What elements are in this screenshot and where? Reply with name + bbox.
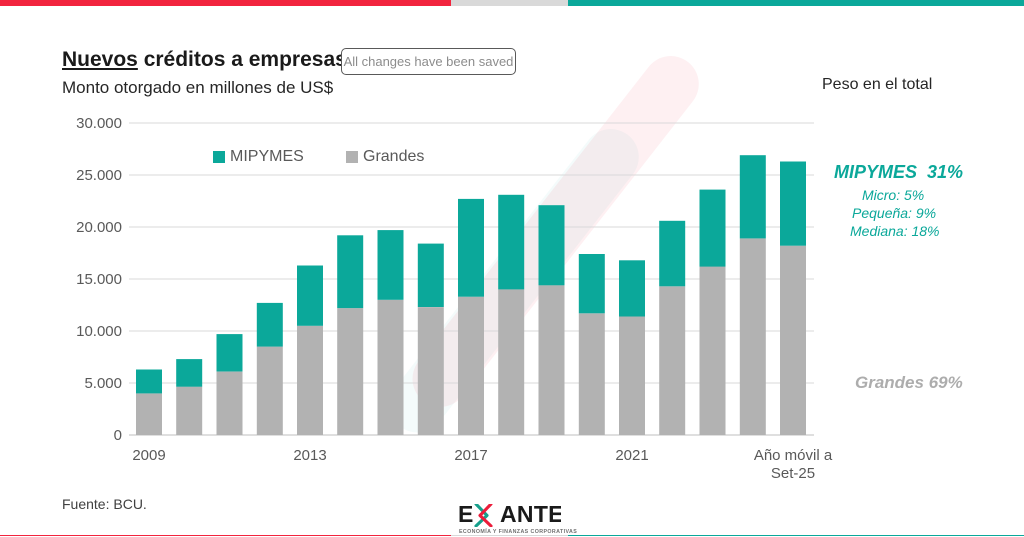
- svg-text:15.000: 15.000: [76, 271, 122, 288]
- svg-text:2013: 2013: [293, 447, 326, 464]
- svg-text:10.000: 10.000: [76, 323, 122, 340]
- svg-text:0: 0: [114, 427, 122, 444]
- svg-text:MIPYMES: MIPYMES: [230, 148, 304, 165]
- svg-text:2017: 2017: [454, 447, 487, 464]
- svg-text:2009: 2009: [132, 447, 165, 464]
- svg-text:25.000: 25.000: [76, 167, 122, 184]
- svg-text:2021: 2021: [615, 447, 648, 464]
- svg-text:Año móvil a: Año móvil a: [754, 447, 833, 464]
- svg-text:20.000: 20.000: [76, 219, 122, 236]
- svg-text:Set-25: Set-25: [771, 465, 815, 482]
- svg-text:5.000: 5.000: [84, 375, 122, 392]
- svg-text:Grandes: Grandes: [363, 148, 424, 165]
- svg-text:30.000: 30.000: [76, 115, 122, 132]
